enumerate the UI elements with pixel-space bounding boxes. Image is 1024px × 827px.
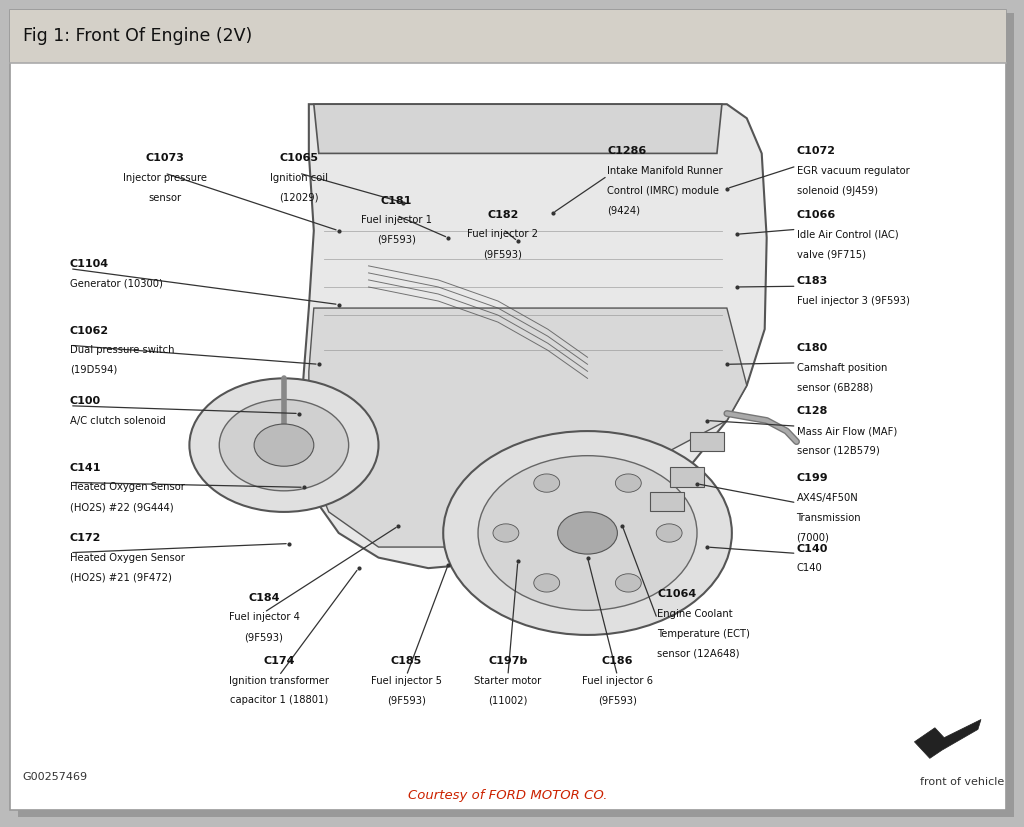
Text: C185: C185 — [391, 656, 422, 666]
Text: C140: C140 — [797, 563, 822, 573]
Text: solenoid (9J459): solenoid (9J459) — [797, 186, 878, 196]
Text: C1065: C1065 — [280, 154, 318, 164]
Polygon shape — [309, 308, 746, 547]
Circle shape — [189, 379, 379, 512]
Text: C174: C174 — [263, 656, 295, 666]
Text: Courtesy of FORD MOTOR CO.: Courtesy of FORD MOTOR CO. — [409, 789, 607, 802]
Circle shape — [558, 512, 617, 554]
Text: (7000): (7000) — [797, 533, 829, 543]
Text: (9F593): (9F593) — [245, 632, 284, 642]
Text: Camshaft position: Camshaft position — [797, 363, 887, 373]
Text: Heated Oxygen Sensor: Heated Oxygen Sensor — [70, 552, 185, 562]
Text: Fuel injector 3 (9F593): Fuel injector 3 (9F593) — [797, 296, 909, 306]
Text: Ignition transformer: Ignition transformer — [229, 676, 329, 686]
Text: (11002): (11002) — [488, 696, 527, 705]
Text: Temperature (ECT): Temperature (ECT) — [657, 629, 750, 638]
Text: front of vehicle: front of vehicle — [921, 777, 1005, 787]
Circle shape — [615, 574, 641, 592]
Text: G00257469: G00257469 — [23, 772, 88, 782]
Text: Fuel injector 5: Fuel injector 5 — [371, 676, 442, 686]
Text: C172: C172 — [70, 533, 101, 543]
Circle shape — [615, 474, 641, 492]
Text: Control (IMRC) module: Control (IMRC) module — [607, 186, 720, 196]
Text: (9F593): (9F593) — [377, 235, 416, 245]
Text: C184: C184 — [248, 593, 280, 603]
Text: C180: C180 — [797, 343, 827, 353]
Text: C183: C183 — [797, 276, 827, 286]
Text: Injector pressure: Injector pressure — [123, 173, 207, 183]
Circle shape — [254, 424, 313, 466]
Text: Mass Air Flow (MAF): Mass Air Flow (MAF) — [797, 426, 897, 436]
Circle shape — [493, 523, 519, 543]
Text: C128: C128 — [797, 407, 828, 417]
Text: (9F593): (9F593) — [483, 249, 522, 259]
Text: C141: C141 — [70, 463, 101, 473]
Text: Fuel injector 6: Fuel injector 6 — [582, 676, 653, 686]
Text: Fig 1: Front Of Engine (2V): Fig 1: Front Of Engine (2V) — [23, 27, 252, 45]
Circle shape — [656, 523, 682, 543]
Text: (9424): (9424) — [607, 205, 640, 215]
Text: Transmission: Transmission — [797, 513, 861, 523]
Text: C100: C100 — [70, 396, 101, 406]
Text: C182: C182 — [487, 210, 518, 220]
Text: sensor (12B579): sensor (12B579) — [797, 446, 880, 456]
Text: sensor: sensor — [147, 193, 181, 203]
Circle shape — [534, 474, 560, 492]
Text: C140: C140 — [797, 543, 828, 553]
Text: Heated Oxygen Sensor: Heated Oxygen Sensor — [70, 482, 185, 492]
Text: Idle Air Control (IAC): Idle Air Control (IAC) — [797, 229, 898, 239]
Text: (9F593): (9F593) — [598, 696, 637, 705]
Circle shape — [478, 456, 697, 610]
Text: (12029): (12029) — [280, 193, 318, 203]
Text: valve (9F715): valve (9F715) — [797, 249, 865, 259]
Text: sensor (6B288): sensor (6B288) — [797, 383, 872, 393]
FancyBboxPatch shape — [18, 13, 1014, 817]
Text: Starter motor: Starter motor — [474, 676, 542, 686]
FancyBboxPatch shape — [10, 10, 1006, 810]
Circle shape — [443, 431, 732, 635]
Circle shape — [534, 574, 560, 592]
Text: C1104: C1104 — [70, 259, 110, 269]
Text: (HO2S) #21 (9F472): (HO2S) #21 (9F472) — [70, 572, 172, 582]
Text: C186: C186 — [602, 656, 633, 666]
Text: Intake Manifold Runner: Intake Manifold Runner — [607, 166, 723, 176]
Text: capacitor 1 (18801): capacitor 1 (18801) — [229, 696, 328, 705]
Text: (HO2S) #22 (9G444): (HO2S) #22 (9G444) — [70, 502, 174, 512]
PathPatch shape — [299, 104, 767, 568]
Text: A/C clutch solenoid: A/C clutch solenoid — [70, 416, 166, 426]
Text: Ignition coil: Ignition coil — [270, 173, 328, 183]
Text: C1073: C1073 — [145, 154, 184, 164]
Text: C197b: C197b — [488, 656, 527, 666]
Text: C1072: C1072 — [797, 146, 836, 156]
Text: Generator (10300): Generator (10300) — [70, 279, 163, 289]
Text: sensor (12A648): sensor (12A648) — [657, 648, 739, 658]
Text: Engine Coolant: Engine Coolant — [657, 609, 733, 619]
Circle shape — [219, 399, 348, 491]
Text: Fuel injector 4: Fuel injector 4 — [228, 613, 299, 623]
Text: Fuel injector 1: Fuel injector 1 — [360, 215, 432, 225]
Text: (9F593): (9F593) — [387, 696, 426, 705]
Text: AX4S/4F50N: AX4S/4F50N — [797, 493, 858, 503]
Polygon shape — [914, 719, 981, 758]
Text: C181: C181 — [381, 196, 412, 206]
Text: C1066: C1066 — [797, 210, 836, 220]
FancyBboxPatch shape — [10, 10, 1006, 63]
Text: C1286: C1286 — [607, 146, 647, 156]
Text: C1064: C1064 — [657, 589, 696, 600]
Text: Dual pressure switch: Dual pressure switch — [70, 346, 174, 356]
Text: Fuel injector 2: Fuel injector 2 — [467, 229, 539, 239]
PathPatch shape — [313, 104, 722, 154]
Text: C199: C199 — [797, 473, 828, 483]
Text: (19D594): (19D594) — [70, 365, 117, 375]
Text: C1062: C1062 — [70, 326, 110, 336]
FancyBboxPatch shape — [690, 432, 724, 452]
FancyBboxPatch shape — [670, 467, 703, 486]
Text: EGR vacuum regulator: EGR vacuum regulator — [797, 166, 909, 176]
FancyBboxPatch shape — [650, 491, 684, 511]
